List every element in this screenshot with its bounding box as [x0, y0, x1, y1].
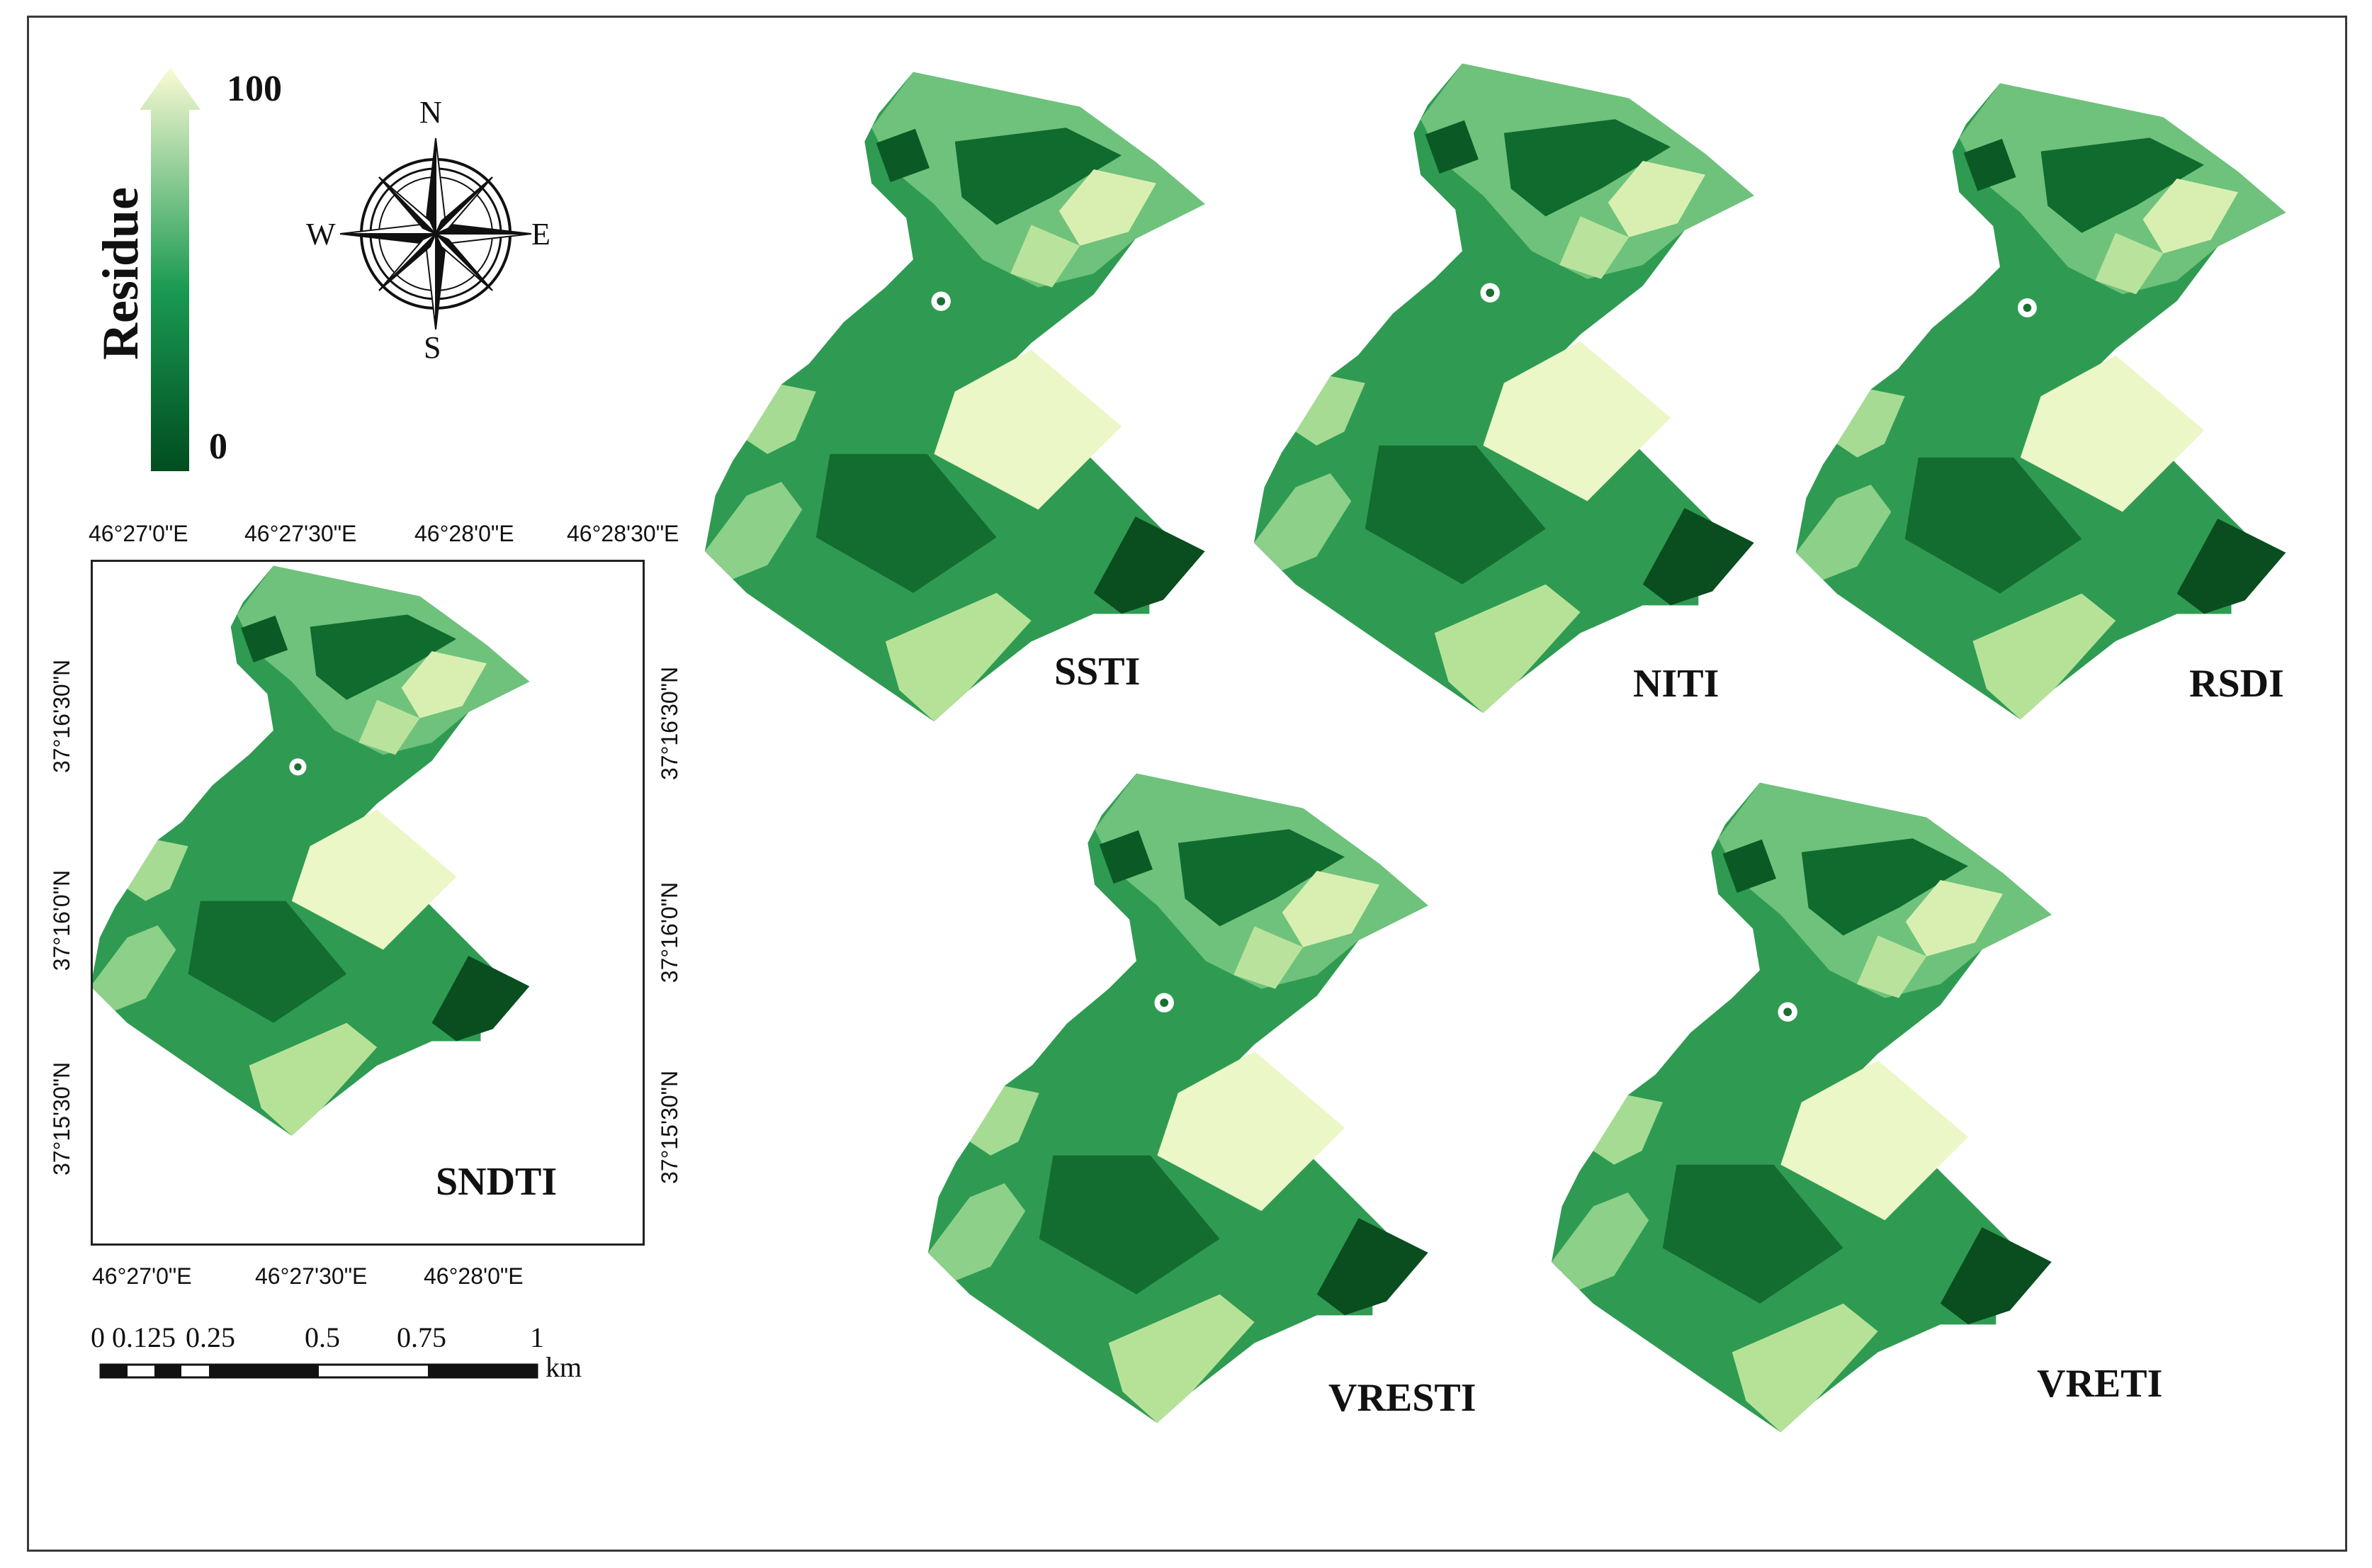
color-ramp: [140, 67, 201, 471]
graticule-bottom-label: 46°27'30"E: [255, 1263, 368, 1289]
graticule-right-label: 37°16'0"N: [657, 881, 682, 983]
compass-n-label: N: [419, 95, 442, 130]
map-raster-vresti: [928, 773, 1428, 1423]
scale-tick-label: 0.125: [112, 1321, 176, 1353]
map-raster-ssti: [705, 72, 1205, 722]
compass-rose-icon: [339, 137, 532, 330]
scale-tick-label: 1: [530, 1321, 544, 1353]
map-label-niti: NITI: [1633, 662, 1719, 706]
scale-unit: km: [546, 1351, 582, 1383]
sndti-map-frame: [91, 560, 645, 1246]
graticule-right-label: 37°16'30"N: [657, 666, 682, 780]
map-raster-vreti: [1552, 782, 2052, 1433]
scale-tick-label: 0.5: [305, 1321, 340, 1353]
graticule-bottom-label: 46°27'0"E: [92, 1263, 192, 1289]
legend-min-label: 0: [209, 427, 227, 467]
scale-tick-label: 0: [91, 1321, 105, 1353]
map-label-vresti: VRESTI: [1328, 1376, 1476, 1420]
map-label-vreti: VRETI: [2037, 1362, 2163, 1406]
scale-bar-graphic: [99, 1363, 538, 1379]
map-raster-niti: [1254, 63, 1754, 714]
compass-s-label: S: [424, 330, 441, 365]
graticule-right-label: 37°15'30"N: [657, 1070, 682, 1184]
north-arrow: N S E W: [298, 95, 574, 372]
graticule-top-label: 46°28'0"E: [414, 521, 514, 546]
map-raster-rsdi: [1796, 83, 2286, 720]
graticule-top-label: 46°27'0"E: [89, 521, 188, 546]
scale-tick-label: 0.25: [186, 1321, 235, 1353]
graticule-bottom-label: 46°28'0"E: [424, 1263, 524, 1289]
compass-w-label: W: [306, 217, 336, 252]
map-label-sndti: SNDTI: [436, 1160, 558, 1204]
graticule-left-label: 37°16'30"N: [49, 659, 74, 773]
graticule-left-label: 37°16'0"N: [49, 869, 74, 971]
graticule-top-label: 46°27'30"E: [244, 521, 357, 546]
graticule-left-label: 37°15'30"N: [49, 1061, 74, 1175]
graticule-top-label: 46°28'30"E: [567, 521, 679, 546]
scale-tick-label: 0.75: [397, 1321, 446, 1353]
legend-max-label: 100: [227, 69, 282, 109]
map-label-ssti: SSTI: [1054, 650, 1141, 694]
map-label-rsdi: RSDI: [2189, 662, 2284, 706]
compass-e-label: E: [531, 217, 550, 252]
